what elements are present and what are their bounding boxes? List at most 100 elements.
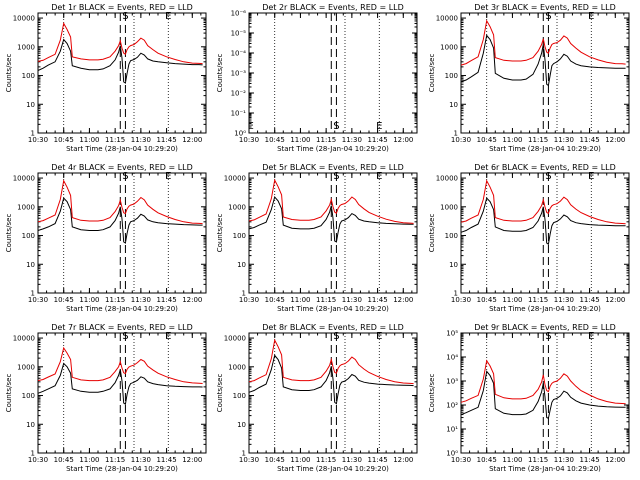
x-tick-label: 11:45 [579,136,599,144]
panel-7: Det 7r BLACK = Events, RED = LLD Counts/s… [5,323,207,473]
panel-title: Det 7r BLACK = Events, RED = LLD [51,323,193,332]
y-tick-label: 100 [22,232,35,240]
x-tick-label: 12:00 [393,456,413,464]
x-tick-label: 10:30 [239,456,259,464]
x-tick-label: 10:45 [477,296,497,304]
x-axis-label: Start Time (28-Jan-04 10:29:20) [489,145,601,153]
marker-label: E [588,171,594,182]
panel-title: Det 4r BLACK = Events, RED = LLD [51,163,193,172]
marker-label: S [545,331,551,342]
x-tick-label: 10:45 [477,456,497,464]
x-axis-label: Start Time (28-Jan-04 10:29:20) [66,145,178,153]
marker-label: E [588,11,594,22]
y-tick-label: 10000 [224,175,246,183]
series-events-line [248,195,414,243]
x-tick-label: 10:30 [28,296,48,304]
x-tick-label: 10:45 [54,456,74,464]
x-tick-label: 10:30 [239,296,259,304]
y-tick-label: 10 [237,261,246,269]
x-tick-label: 12:00 [182,296,202,304]
x-tick-label: 11:00 [79,136,99,144]
panel-8: Det 8r BLACK = Events, RED = LLD Counts/s… [216,323,418,473]
x-tick-label: 10:30 [239,136,259,144]
y-axis-label: Counts/sec [428,214,436,253]
x-tick-label: 11:45 [156,136,176,144]
x-tick-label: 11:45 [367,136,387,144]
y-tick-label: 10⁵ [446,330,458,338]
x-tick-label: 11:30 [342,296,362,304]
panel-4: Det 4r BLACK = Events, RED = LLD Counts/s… [5,163,207,313]
x-tick-label: 11:15 [316,296,336,304]
x-tick-label: 11:45 [579,296,599,304]
y-axis-label: Counts/sec [216,214,224,253]
y-tick-label: 10 [26,261,35,269]
y-tick-label: 10⁻⁵ [231,30,247,38]
marker-label: S [545,11,551,22]
x-tick-label: 11:45 [579,456,599,464]
y-tick-label: 10² [446,402,458,410]
y-axis-label: Counts/sec [5,374,13,413]
y-tick-label: 10¹ [446,426,458,434]
plot-frame [248,172,418,294]
marker-label: E [165,11,171,22]
panel-title: Det 8r BLACK = Events, RED = LLD [262,323,404,332]
x-tick-label: 11:15 [316,456,336,464]
panel-5: Det 5r BLACK = Events, RED = LLD Counts/s… [216,163,418,313]
y-tick-label: 100 [22,72,35,80]
panel-title: Det 9r BLACK = Events, RED = LLD [474,323,616,332]
panel-title: Det 6r BLACK = Events, RED = LLD [474,163,616,172]
plot-frame [460,172,630,294]
x-tick-label: 12:00 [182,136,202,144]
y-tick-label: 10⁻¹ [231,110,247,118]
y-tick-label: 1000 [17,203,35,211]
x-tick-label: 10:45 [54,136,74,144]
x-tick-label: 10:45 [265,136,285,144]
y-axis-label: Counts/sec [216,54,224,93]
series-lld-line [460,179,626,225]
y-tick-label: 100 [445,232,458,240]
series-events-line [37,197,203,244]
x-tick-label: 11:30 [131,456,151,464]
x-tick-label: 11:00 [79,296,99,304]
x-tick-label: 11:45 [367,456,387,464]
y-tick-label: 1 [31,290,35,298]
x-tick-label: 11:00 [290,296,310,304]
y-tick-label: 10⁰ [446,450,458,458]
x-tick-label: 11:00 [79,456,99,464]
x-tick-label: 12:00 [393,296,413,304]
y-tick-label: 10⁴ [446,354,458,362]
x-tick-label: 12:00 [393,136,413,144]
marker-label: S [333,171,339,182]
y-tick-label: 100 [233,232,246,240]
marker-label: E [376,121,382,132]
series-events-line [460,370,626,420]
x-tick-label: 11:30 [554,456,574,464]
y-tick-label: 10 [449,101,458,109]
x-tick-label: 12:00 [605,136,625,144]
marker-label: S [333,331,339,342]
x-tick-label: 11:30 [131,136,151,144]
x-tick-label: 10:30 [28,456,48,464]
y-tick-label: 10000 [13,335,35,343]
series-lld-line [37,346,203,384]
x-tick-label: 10:30 [451,136,471,144]
x-tick-label: 11:00 [290,456,310,464]
y-axis-label: Counts/sec [428,374,436,413]
x-tick-label: 11:15 [528,136,548,144]
x-axis-label: Start Time (28-Jan-04 10:29:20) [66,305,178,313]
x-tick-label: 11:30 [342,456,362,464]
y-tick-label: 10000 [224,335,246,343]
panel-3: Det 3r BLACK = Events, RED = LLD Counts/s… [428,3,630,153]
x-tick-label: 10:45 [265,296,285,304]
panel-6: Det 6r BLACK = Events, RED = LLD Counts/s… [428,163,630,313]
y-tick-label: 10⁻³ [231,70,247,78]
panel-title: Det 3r BLACK = Events, RED = LLD [474,3,616,12]
x-tick-label: 11:15 [105,456,125,464]
y-tick-label: 1000 [228,203,246,211]
x-tick-label: 11:15 [528,456,548,464]
y-tick-label: 1000 [440,203,458,211]
marker-label: S [333,121,339,132]
x-tick-label: 10:45 [265,456,285,464]
